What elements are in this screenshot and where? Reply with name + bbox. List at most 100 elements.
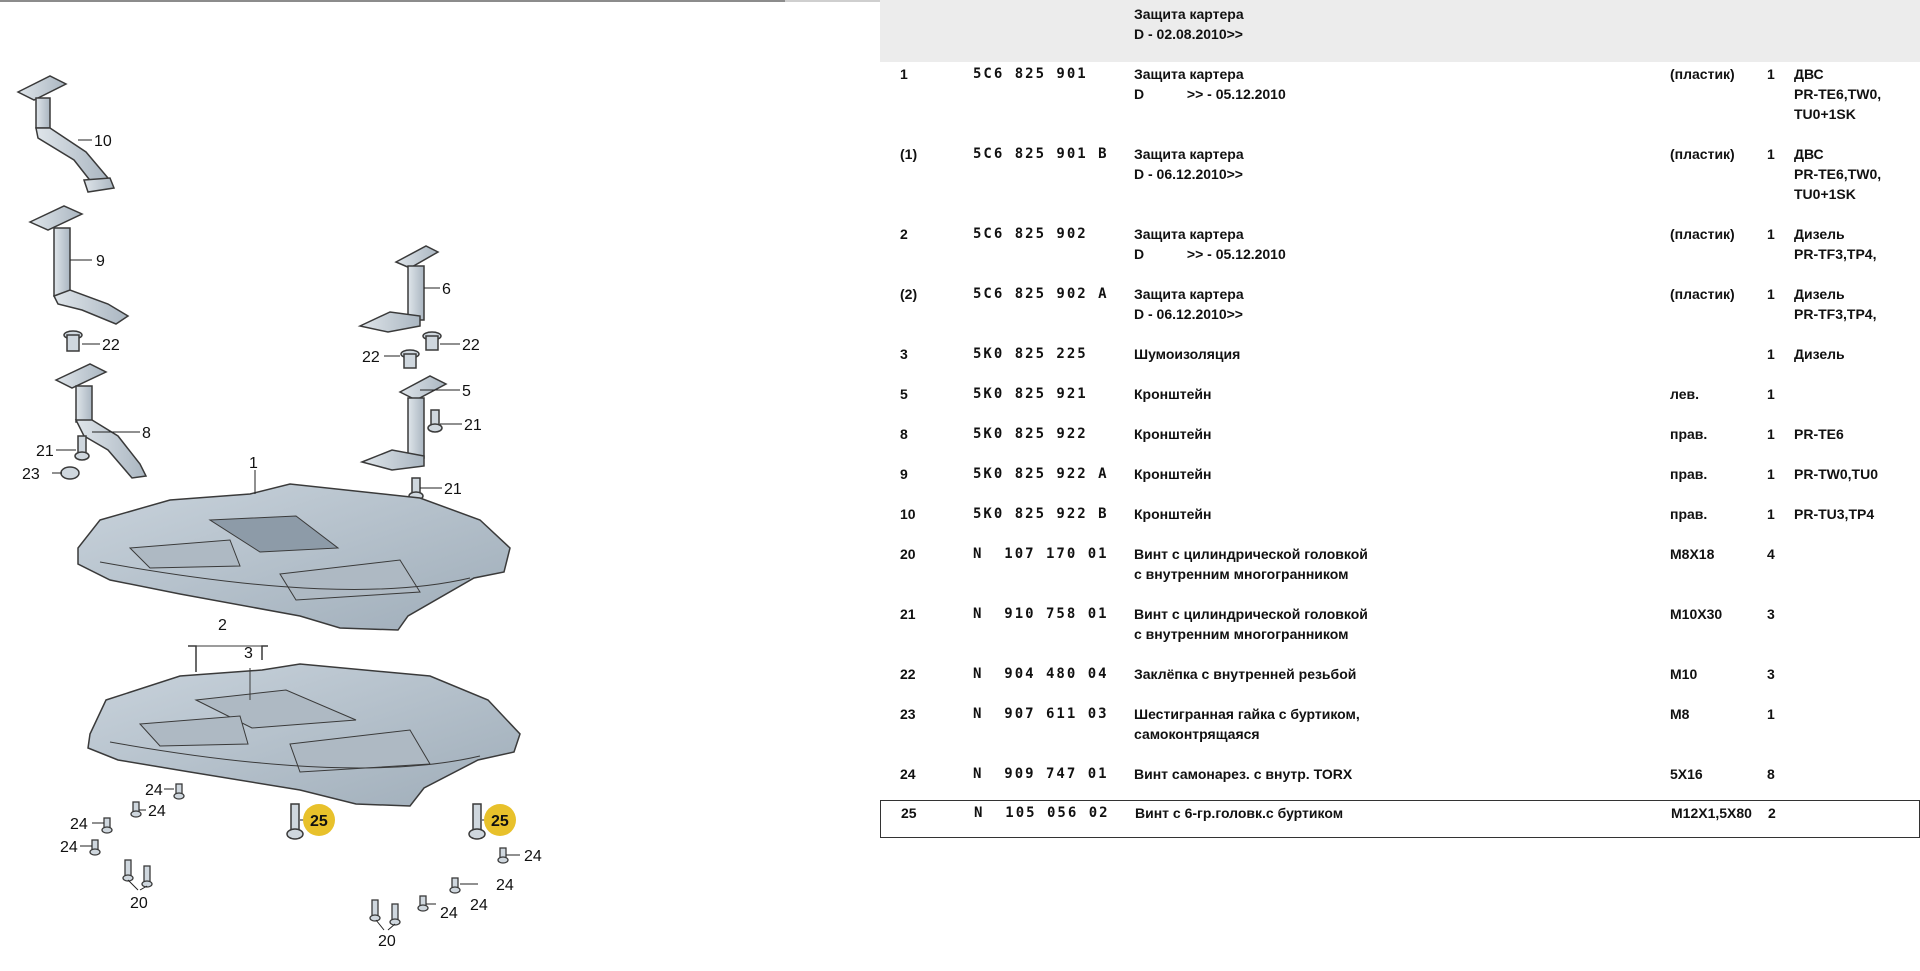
cell-position: 25	[901, 805, 917, 821]
callout-21[interactable]: 21	[36, 443, 54, 460]
callout-21[interactable]: 21	[444, 481, 462, 498]
cell-position: 5	[900, 386, 908, 402]
model-line: PR-TF3,TP4,	[1794, 246, 1877, 262]
callout-20[interactable]: 20	[378, 933, 396, 950]
model-line: Дизель	[1794, 346, 1845, 362]
callout-5[interactable]: 5	[462, 383, 471, 400]
cell-description: Защита картера D - 06.12.2010>>	[1134, 284, 1244, 324]
cell-note: (пластик)	[1670, 146, 1735, 162]
cell-model-info: ДВС PR-TE6,TW0, TU0+1SK	[1794, 144, 1881, 204]
cell-part-number: 5K0 825 225	[973, 346, 1088, 362]
callout-2[interactable]: 2	[218, 617, 227, 634]
callout-9[interactable]: 9	[96, 253, 105, 270]
cell-note: прав.	[1670, 426, 1708, 442]
description-line: с внутренним многогранником	[1134, 566, 1349, 582]
callout-24[interactable]: 24	[70, 816, 88, 833]
cell-quantity: 1	[1767, 426, 1775, 442]
bracket-5	[359, 375, 448, 471]
cell-position: 2	[900, 226, 908, 242]
callout-20[interactable]: 20	[130, 895, 148, 912]
table-row[interactable]: (2) 5C6 825 902 A Защита картера D - 06.12.…	[880, 282, 1920, 343]
description-line: D >> - 05.12.2010	[1134, 86, 1286, 102]
callout-23[interactable]: 23	[22, 466, 40, 483]
cell-model-info: Дизель PR-TF3,TP4,	[1794, 284, 1876, 324]
cell-quantity: 1	[1767, 346, 1775, 362]
exploded-parts-diagram: 10 9 22 8 21 23 1 6 22 22 5 21 21 2 3 24…	[0, 0, 880, 971]
cell-description: Заклёпка с внутренней резьбой	[1134, 664, 1356, 684]
description-line: D - 06.12.2010>>	[1134, 306, 1243, 322]
callout-3[interactable]: 3	[244, 645, 253, 662]
highlight-marker-25-right[interactable]	[484, 804, 516, 836]
cell-description: Винт с цилиндрической головкой с внутренн…	[1134, 604, 1368, 644]
cell-description: Кронштейн	[1134, 384, 1211, 404]
group-description: Защита картера D - 02.08.2010>>	[1134, 4, 1244, 44]
callout-8[interactable]: 8	[142, 425, 151, 442]
table-row[interactable]: 5 5K0 825 921 Кронштейн лев. 1	[880, 382, 1920, 423]
table-row[interactable]: 9 5K0 825 922 A Кронштейн прав. 1 PR-TW0,TU0	[880, 462, 1920, 503]
callout-6[interactable]: 6	[442, 281, 451, 298]
cell-part-number: 5C6 825 901 B	[973, 146, 1109, 162]
callout-25[interactable]: 25	[491, 813, 509, 830]
table-row[interactable]: 23 N 907 611 03 Шестигранная гайка с бурти…	[880, 702, 1920, 763]
callout-24[interactable]: 24	[145, 782, 163, 799]
table-row[interactable]: 3 5K0 825 225 Шумоизоляция 1 Дизель	[880, 342, 1920, 383]
description-line: Винт с цилиндрической головкой	[1134, 606, 1368, 622]
callout-24[interactable]: 24	[60, 839, 78, 856]
cell-model-info: Дизель PR-TF3,TP4,	[1794, 224, 1876, 264]
callout-24[interactable]: 24	[496, 877, 514, 894]
group-date: D - 02.08.2010>>	[1134, 26, 1243, 42]
table-row[interactable]: (1) 5C6 825 901 B Защита картера D - 06.12.…	[880, 142, 1920, 223]
table-row[interactable]: 1 5C6 825 901 Защита картера D >> - 05.12.2…	[880, 62, 1920, 143]
description-line: Шестигранная гайка с буртиком,	[1134, 706, 1360, 722]
callout-22[interactable]: 22	[102, 337, 120, 354]
table-row[interactable]: 22 N 904 480 04 Заклёпка с внутренней резь…	[880, 662, 1920, 703]
cell-model-info: PR-TU3,TP4	[1794, 504, 1874, 524]
cell-quantity: 1	[1767, 66, 1775, 82]
description-line: самоконтрящаяся	[1134, 726, 1260, 742]
table-row[interactable]: 8 5K0 825 922 Кронштейн прав. 1 PR-TE6	[880, 422, 1920, 463]
callout-24[interactable]: 24	[470, 897, 488, 914]
cell-note: 5X16	[1670, 766, 1703, 782]
cell-part-number: 5K0 825 922	[973, 426, 1088, 442]
cell-note: прав.	[1670, 506, 1708, 522]
callout-24[interactable]: 24	[440, 905, 458, 922]
callout-1[interactable]: 1	[249, 455, 258, 472]
cell-quantity: 2	[1768, 805, 1776, 821]
model-line: Дизель	[1794, 286, 1845, 302]
cell-quantity: 1	[1767, 386, 1775, 402]
cell-note: (пластик)	[1670, 286, 1735, 302]
cell-description: Защита картера D - 06.12.2010>>	[1134, 144, 1244, 184]
description-line: D >> - 05.12.2010	[1134, 246, 1286, 262]
rivet-22-left	[63, 330, 83, 352]
model-line: PR-TU3,TP4	[1794, 506, 1875, 522]
callout-24[interactable]: 24	[148, 803, 166, 820]
description-line: Заклёпка с внутренней резьбой	[1134, 666, 1357, 682]
cell-position: 3	[900, 346, 908, 362]
table-row[interactable]: 21 N 910 758 01 Винт с цилиндрической голо…	[880, 602, 1920, 663]
callout-22[interactable]: 22	[462, 337, 480, 354]
callout-22[interactable]: 22	[362, 349, 380, 366]
cell-note: M8X18	[1670, 546, 1715, 562]
table-row[interactable]: 20 N 107 170 01 Винт с цилиндрической голо…	[880, 542, 1920, 603]
cell-note: прав.	[1670, 466, 1708, 482]
table-row[interactable]: 25 N 105 056 02 Винт с 6-гр.головк.с бурти…	[880, 800, 1920, 838]
callout-24[interactable]: 24	[524, 848, 542, 865]
table-row[interactable]: 24 N 909 747 01 Винт самонарез. с внутр. T…	[880, 762, 1920, 801]
cell-part-number: N 910 758 01	[973, 606, 1109, 622]
table-row[interactable]: 10 5K0 825 922 B Кронштейн прав. 1 PR-TU3,TP4	[880, 502, 1920, 543]
rivet-22-right-a	[422, 331, 442, 351]
cell-position: 24	[900, 766, 916, 782]
cell-note: лев.	[1670, 386, 1699, 402]
table-row[interactable]: 2 5C6 825 902 Защита картера D >> - 05.12.2…	[880, 222, 1920, 283]
cell-model-info: PR-TW0,TU0	[1794, 464, 1878, 484]
model-line: ДВС	[1794, 146, 1824, 162]
bracket-8	[54, 363, 148, 479]
cell-position: 1	[900, 66, 908, 82]
callout-25[interactable]: 25	[310, 813, 328, 830]
group-title: Защита картера	[1134, 6, 1244, 22]
callout-10[interactable]: 10	[94, 133, 112, 150]
cell-position: 22	[900, 666, 916, 682]
highlight-marker-25-left[interactable]	[303, 804, 335, 836]
description-line: Кронштейн	[1134, 466, 1212, 482]
callout-21[interactable]: 21	[464, 417, 482, 434]
